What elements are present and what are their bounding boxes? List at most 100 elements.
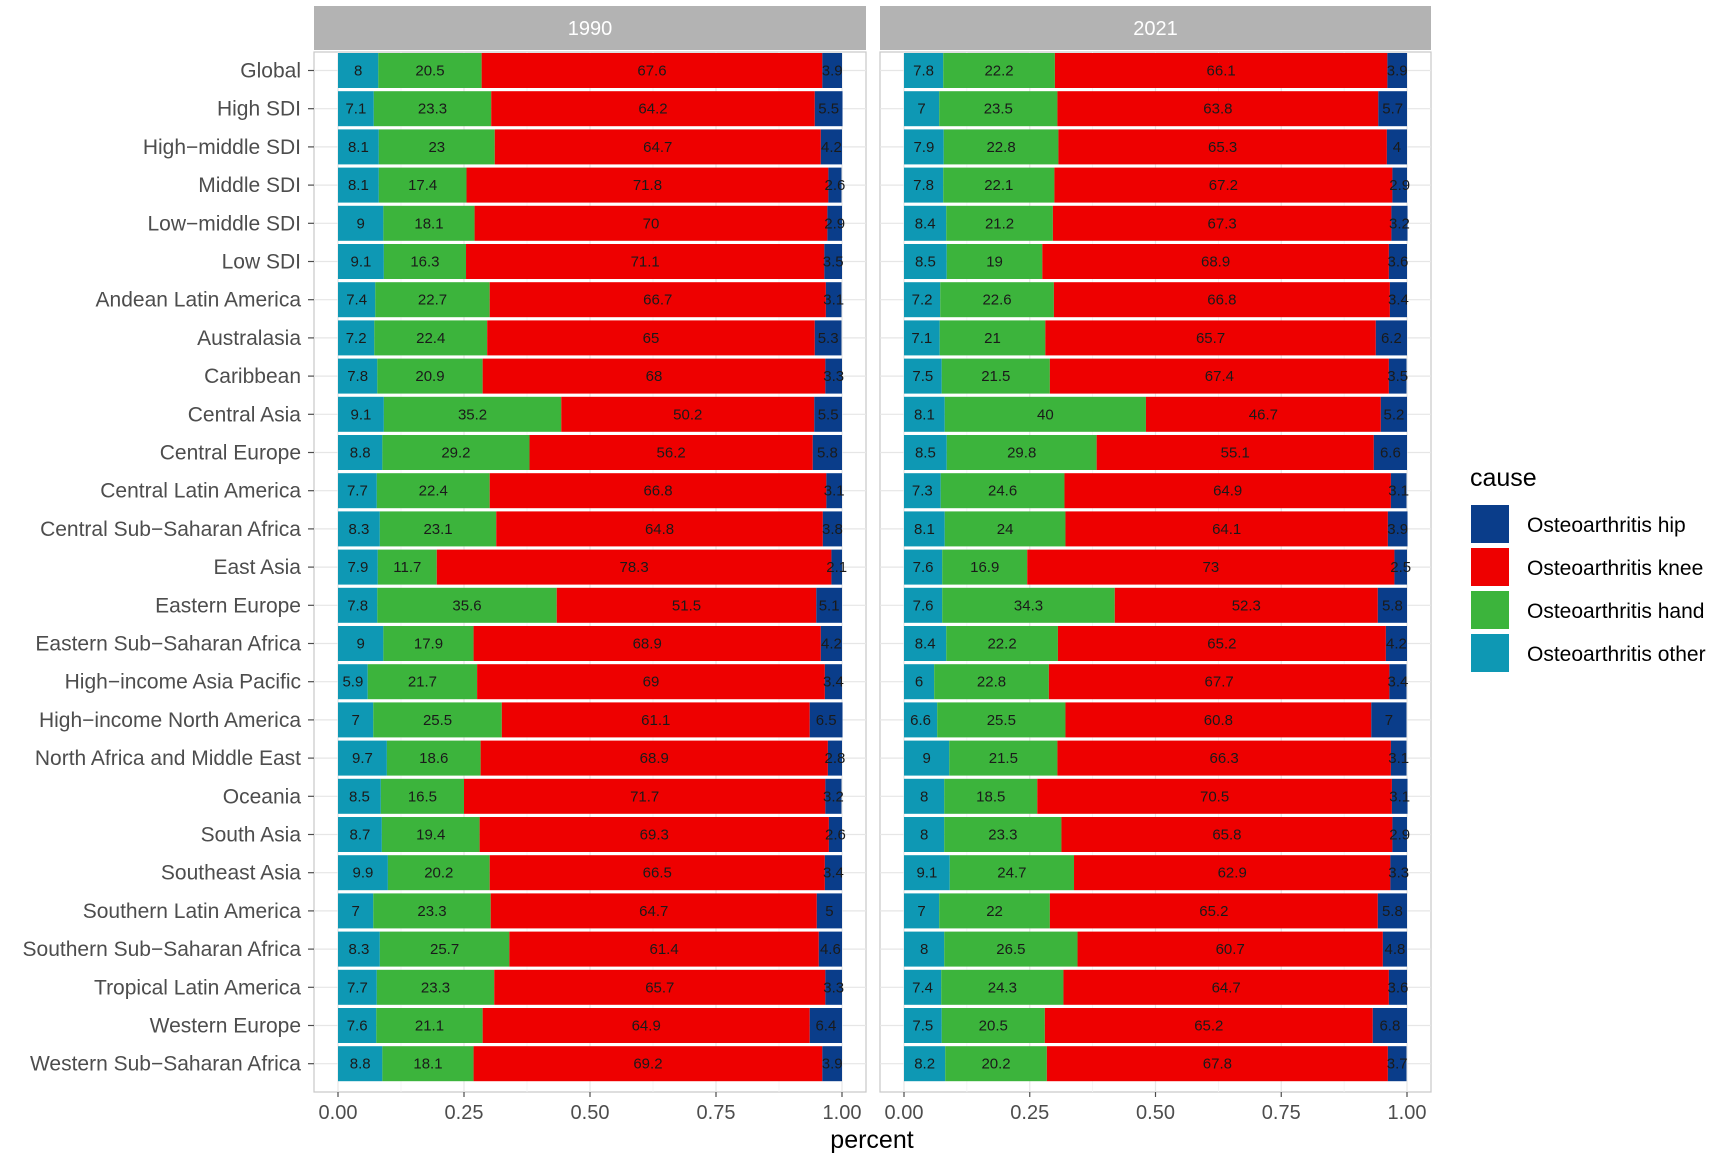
- bar-segment: [482, 1008, 810, 1043]
- bar-segment: [939, 91, 1058, 127]
- bar-segment: [480, 740, 828, 776]
- bar-segment: [338, 740, 387, 776]
- bar-segment: [1054, 53, 1388, 88]
- bar-segment: [944, 778, 1038, 814]
- bar-segment: [944, 931, 1078, 967]
- legend-title: cause: [1470, 464, 1537, 492]
- bar-segment: [904, 969, 942, 1005]
- bar-value-label: 7.8: [913, 177, 934, 194]
- bar-segment: [904, 702, 938, 738]
- bar-value-label: 22.2: [984, 63, 1013, 80]
- facet-strip-label: 2021: [1133, 18, 1178, 40]
- region-label: Global: [240, 60, 301, 83]
- region-label: Eastern Europe: [155, 594, 301, 617]
- bar-value-label: 7.8: [347, 597, 368, 614]
- bar-value-label: 7.7: [347, 483, 368, 500]
- bar-segment: [1114, 587, 1378, 623]
- bar-value-label: 64.9: [632, 1018, 661, 1035]
- bar-segment: [338, 626, 384, 661]
- bar-segment: [825, 358, 842, 394]
- x-tick-label: 0.50: [1136, 1102, 1175, 1124]
- bar-value-label: 67.2: [1209, 177, 1238, 194]
- bar-value-label: 9.1: [351, 254, 372, 271]
- bar-segment: [825, 969, 842, 1005]
- bar-segment: [904, 893, 940, 929]
- bar-value-label: 18.5: [976, 788, 1005, 805]
- bar-value-label: 71.7: [630, 788, 659, 805]
- bar-segment: [943, 129, 1059, 165]
- bar-value-label: 3.6: [1388, 979, 1409, 996]
- bar-segment: [338, 320, 375, 356]
- bar-segment: [904, 358, 942, 394]
- bar-value-label: 18.1: [413, 1056, 442, 1073]
- bar-segment: [473, 626, 821, 661]
- region-label: Middle SDI: [198, 174, 301, 197]
- bar-value-label: 22.7: [418, 292, 447, 309]
- bar-value-label: 3.1: [823, 292, 844, 309]
- bar-segment: [1373, 435, 1407, 470]
- bar-segment: [1052, 205, 1392, 241]
- bar-value-label: 3.8: [822, 521, 843, 538]
- bar-segment: [338, 549, 378, 585]
- bar-value-label: 67.3: [1208, 215, 1237, 232]
- region-label: Central Europe: [160, 442, 301, 465]
- bar-segment: [1377, 587, 1407, 623]
- bar-segment: [491, 91, 815, 127]
- bar-value-label: 35.6: [452, 597, 481, 614]
- x-tick-label: 1.00: [823, 1102, 862, 1124]
- bar-segment: [1378, 91, 1407, 127]
- bar-value-label: 51.5: [672, 597, 701, 614]
- bar-segment: [809, 1008, 842, 1043]
- bar-segment: [496, 511, 823, 547]
- bar-value-label: 3.2: [823, 788, 844, 805]
- bar-segment: [1371, 702, 1407, 738]
- bar-value-label: 64.7: [1212, 979, 1241, 996]
- bar-value-label: 70: [643, 215, 660, 232]
- bar-segment: [1387, 511, 1408, 547]
- bar-segment: [477, 664, 825, 700]
- bar-segment: [826, 473, 842, 509]
- bar-value-label: 65.2: [1199, 903, 1228, 920]
- bar-value-label: 65.7: [1196, 330, 1225, 347]
- bar-segment: [1064, 473, 1391, 509]
- bar-value-label: 8.8: [350, 1056, 371, 1073]
- bar-value-label: 3.1: [824, 483, 845, 500]
- bar-value-label: 46.7: [1249, 406, 1278, 423]
- bar-value-label: 4: [1393, 139, 1401, 156]
- bar-segment: [501, 702, 810, 738]
- bar-value-label: 7: [1385, 712, 1393, 729]
- bar-segment: [376, 473, 490, 509]
- bar-value-label: 62.9: [1218, 865, 1247, 882]
- bar-segment: [380, 778, 464, 814]
- bar-value-label: 66.7: [643, 292, 672, 309]
- bar-value-label: 8.1: [348, 177, 369, 194]
- bar-segment: [828, 817, 842, 852]
- bar-segment: [814, 396, 842, 432]
- bar-segment: [338, 129, 379, 165]
- bar-segment: [949, 740, 1058, 776]
- bar-segment: [1057, 626, 1386, 661]
- bar-value-label: 7.1: [345, 101, 366, 118]
- bar-value-label: 7: [351, 712, 359, 729]
- bar-value-label: 5.9: [342, 674, 363, 691]
- bar-segment: [383, 205, 475, 241]
- bar-value-label: 20.9: [415, 368, 444, 385]
- legend-swatch: [1471, 548, 1509, 586]
- bar-segment: [812, 435, 842, 470]
- bar-value-label: 4.2: [821, 636, 842, 653]
- bar-segment: [904, 817, 945, 852]
- bar-value-label: 7.2: [912, 292, 933, 309]
- bar-value-label: 65: [643, 330, 660, 347]
- bar-value-label: 5.5: [818, 406, 839, 423]
- bar-value-label: 67.6: [637, 63, 666, 80]
- bar-value-label: 25.5: [423, 712, 452, 729]
- bar-value-label: 22.4: [419, 483, 448, 500]
- bar-segment: [939, 893, 1050, 929]
- x-tick-label: 0.00: [885, 1102, 924, 1124]
- bar-segment: [1065, 702, 1372, 738]
- x-axis-title: percent: [830, 1126, 913, 1154]
- bar-value-label: 21.5: [981, 368, 1010, 385]
- bar-segment: [377, 587, 557, 623]
- bar-value-label: 3.9: [822, 63, 843, 80]
- bar-value-label: 6.2: [1381, 330, 1402, 347]
